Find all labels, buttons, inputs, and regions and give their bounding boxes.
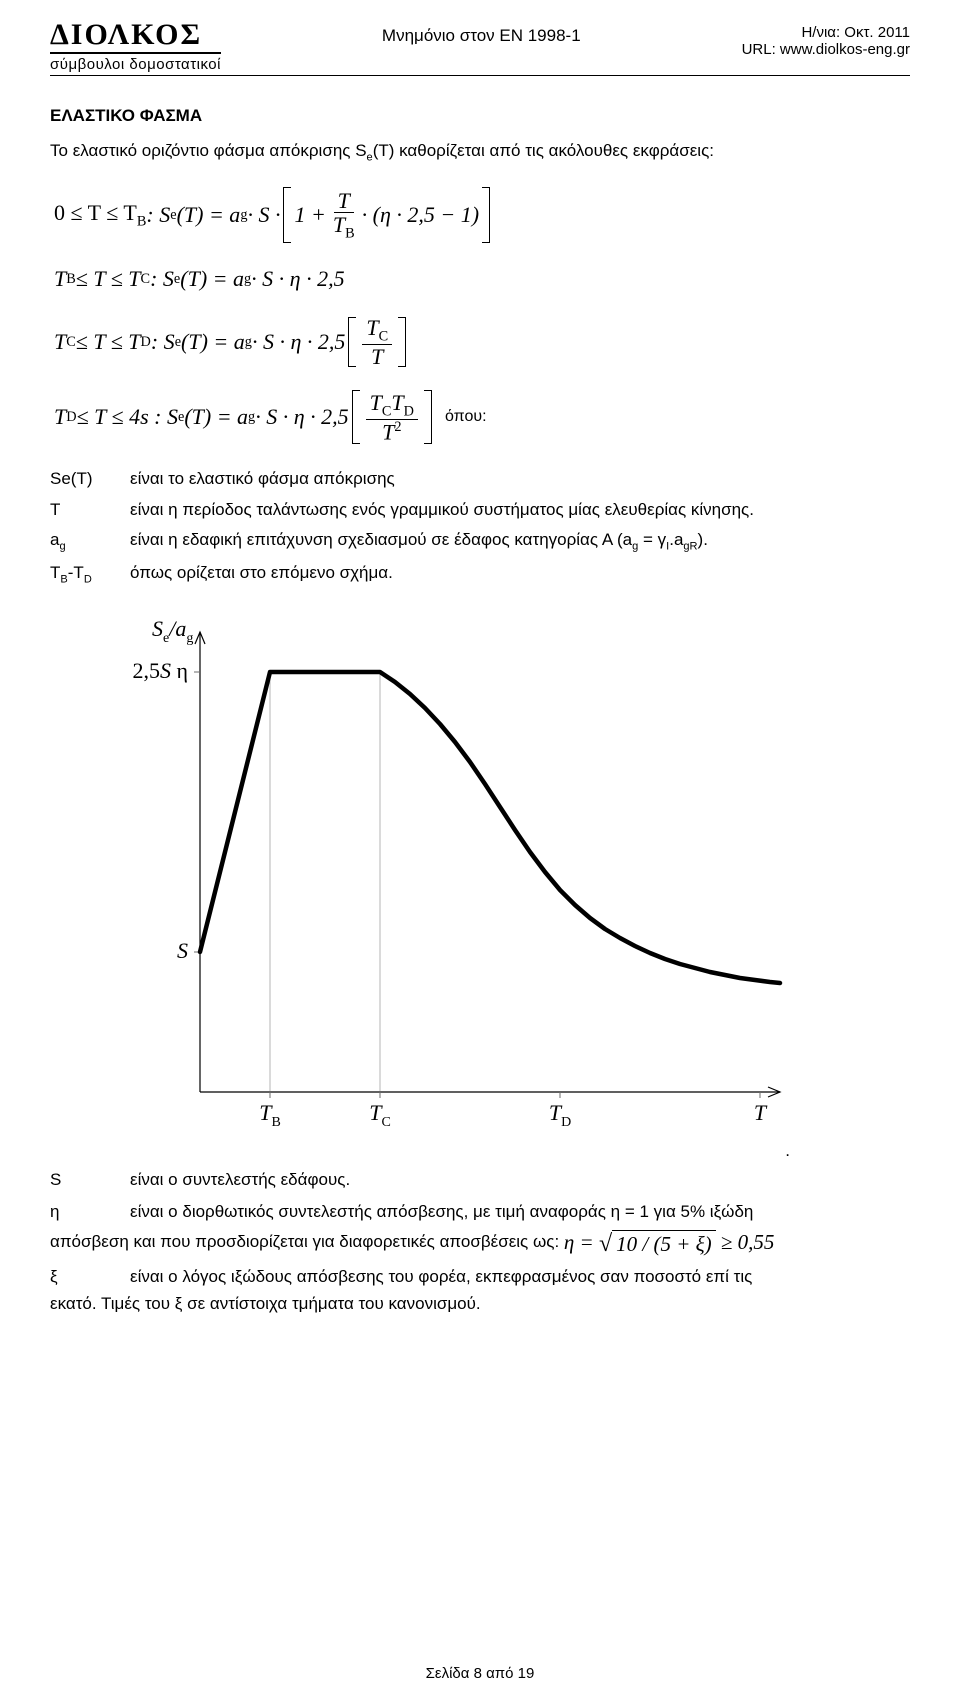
- page: ΔΙΟΛΚΟΣ σύμβουλοι δομοστατικοί Μνημόνιο …: [0, 0, 960, 1700]
- eq1-frac: T TB: [329, 189, 359, 241]
- bracket-l-icon: [352, 390, 360, 444]
- def-label: S: [50, 1167, 130, 1193]
- equation-4: TD ≤ T ≤ 4s : Se (T) = ag · S · η · 2,5 …: [54, 390, 910, 444]
- eta-equation: η = √ 10 / (5 + ξ) ≥ 0,55: [564, 1230, 775, 1254]
- eta-label: η: [50, 1199, 130, 1225]
- xi-label: ξ: [50, 1264, 130, 1290]
- eq3-frac: TC T: [362, 316, 392, 368]
- bracket-l-icon: [283, 187, 291, 243]
- def-text: όπως ορίζεται στο επόμενο σχήμα.: [130, 560, 910, 589]
- header-url: URL: www.diolkos-eng.gr: [742, 41, 910, 58]
- def-row: ag είναι η εδαφική επιτάχυνση σχεδιασμού…: [50, 527, 910, 556]
- intro-text: Το ελαστικό οριζόντιο φάσμα απόκρισης Se…: [50, 140, 910, 165]
- intro-tail: (T) καθορίζεται από τις ακόλουθες εκφράσ…: [373, 141, 714, 160]
- def-row: TB-TD όπως ορίζεται στο επόμενο σχήμα.: [50, 560, 910, 589]
- def-text: είναι η εδαφική επιτάχυνση σχεδιασμού σε…: [130, 527, 910, 556]
- def-row: S είναι ο συντελεστής εδάφους.: [50, 1167, 910, 1193]
- logo: ΔΙΟΛΚΟΣ: [50, 20, 221, 50]
- equation-1: 0 ≤ T ≤ TB : Se (T) = ag · S · 1 + T TB …: [54, 187, 910, 243]
- page-number: Σελίδα 8 από 19: [0, 1665, 960, 1682]
- opou-label: όπου:: [445, 407, 487, 428]
- tagline: σύμβουλοι δομοστατικοί: [50, 56, 221, 73]
- def-row: Τ είναι η περίοδος ταλάντωσης ενός γραμμ…: [50, 497, 910, 523]
- def-label: ag: [50, 527, 130, 556]
- def-text: είναι ο συντελεστής εδάφους.: [130, 1167, 910, 1193]
- definitions: Se(T) είναι το ελαστικό φάσμα απόκρισης …: [50, 466, 910, 588]
- def-label: TB-TD: [50, 560, 130, 589]
- header-right: Η/νια: Οκτ. 2011 URL: www.diolkos-eng.gr: [742, 20, 910, 58]
- def-text: είναι το ελαστικό φάσμα απόκρισης: [130, 466, 910, 492]
- def-text: είναι η περίοδος ταλάντωσης ενός γραμμικ…: [130, 497, 910, 523]
- bracket-r-icon: [424, 390, 432, 444]
- header-left: ΔΙΟΛΚΟΣ σύμβουλοι δομοστατικοί: [50, 20, 221, 73]
- def-label: Se(T): [50, 466, 130, 492]
- bottom-text: S είναι ο συντελεστής εδάφους. ηείναι ο …: [50, 1167, 910, 1317]
- svg-text:S: S: [177, 938, 188, 963]
- header-date: Η/νια: Οκτ. 2011: [742, 24, 910, 41]
- xi-paragraph: ξείναι ο λόγος ιξώδους απόσβεσης του φορ…: [50, 1264, 910, 1317]
- eq1-range: 0 ≤ T ≤ TB: [54, 199, 146, 231]
- eta-paragraph: ηείναι ο διορθωτικός συντελεστής απόσβεσ…: [50, 1199, 910, 1258]
- def-label: Τ: [50, 497, 130, 523]
- equation-3: TC ≤ T ≤ TD : Se (T) = ag · S · η · 2,5 …: [54, 316, 910, 368]
- bracket-r-icon: [398, 317, 406, 367]
- section-title: ΕΛΑΣΤΙΚΟ ΦΑΣΜΑ: [50, 106, 910, 126]
- header-title: Μνημόνιο στον ΕΝ 1998-1: [382, 20, 581, 46]
- page-header: ΔΙΟΛΚΟΣ σύμβουλοι δομοστατικοί Μνημόνιο …: [50, 20, 910, 76]
- eq4-frac: TCTD T2: [366, 391, 418, 444]
- def-row: Se(T) είναι το ελαστικό φάσμα απόκρισης: [50, 466, 910, 492]
- spectrum-svg: 2,5S ηSTBTCTDTSe/ag: [120, 602, 800, 1142]
- svg-text:T: T: [754, 1100, 768, 1125]
- equation-2: TB ≤ T ≤ TC : Se (T) = ag · S · η · 2,5: [54, 265, 910, 294]
- spectrum-chart: 2,5S ηSTBTCTDTSe/ag: [120, 602, 910, 1147]
- intro-pre: Το ελαστικό οριζόντιο φάσμα απόκρισης S: [50, 141, 367, 160]
- logo-underline: [50, 52, 221, 54]
- bracket-r-icon: [482, 187, 490, 243]
- sqrt-icon: √ 10 / (5 + ξ): [599, 1230, 716, 1258]
- bracket-l-icon: [348, 317, 356, 367]
- svg-text:2,5S η: 2,5S η: [132, 658, 188, 683]
